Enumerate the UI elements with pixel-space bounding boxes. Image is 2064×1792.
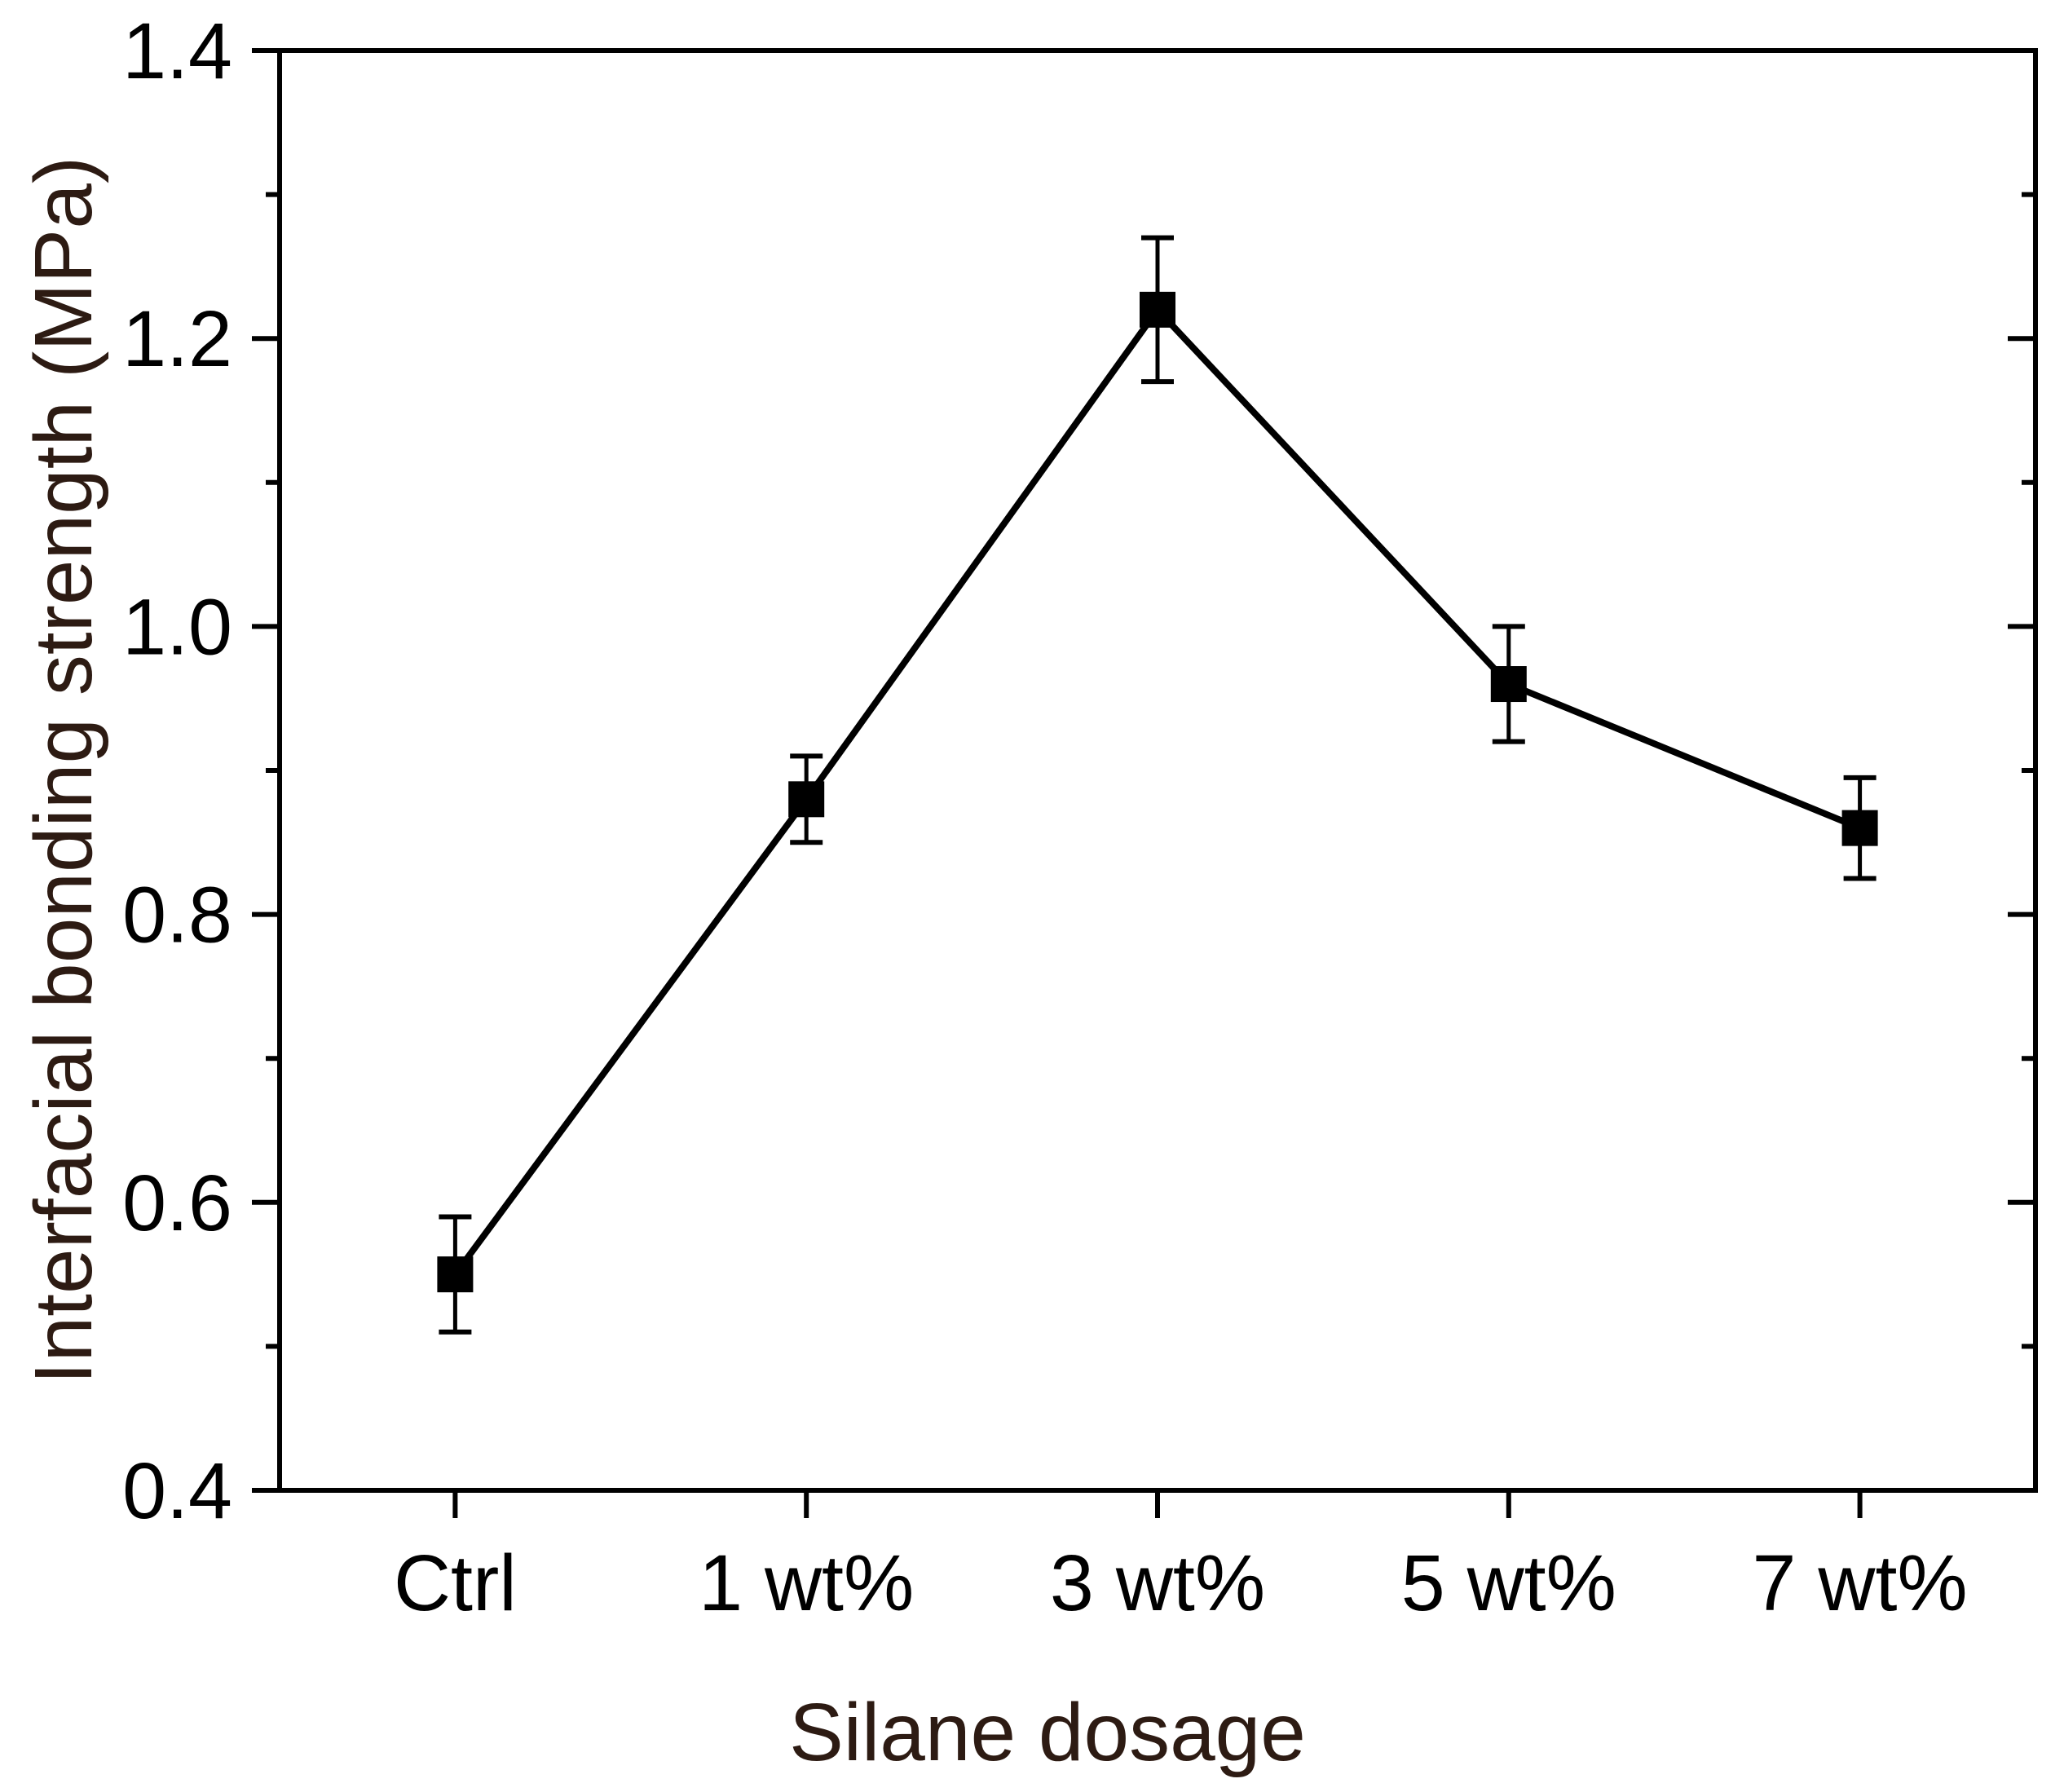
y-tick-label: 1.4 bbox=[122, 7, 232, 95]
x-tick-label: 7 wt% bbox=[1753, 1538, 1968, 1627]
y-tick-label: 0.4 bbox=[122, 1446, 232, 1535]
data-point-marker bbox=[437, 1256, 474, 1293]
x-tick-label: 1 wt% bbox=[699, 1538, 914, 1627]
y-tick-label: 0.6 bbox=[122, 1159, 232, 1247]
x-tick-label: 3 wt% bbox=[1050, 1538, 1265, 1627]
y-tick-label: 1.2 bbox=[122, 294, 232, 383]
series-line bbox=[452, 304, 1862, 1277]
x-tick-label: Ctrl bbox=[394, 1538, 517, 1627]
data-point-marker bbox=[1490, 666, 1527, 703]
y-axis-title: Interfacial bonding strength (MPa) bbox=[18, 156, 109, 1385]
x-axis-title: Silane dosage bbox=[789, 1687, 1306, 1778]
y-tick-label: 1.0 bbox=[122, 582, 232, 671]
data-point-marker bbox=[1140, 291, 1175, 328]
x-tick-label: 5 wt% bbox=[1401, 1538, 1616, 1627]
data-point-marker bbox=[788, 781, 825, 818]
y-tick-label: 0.8 bbox=[122, 871, 232, 960]
data-point-marker bbox=[1841, 810, 1878, 846]
